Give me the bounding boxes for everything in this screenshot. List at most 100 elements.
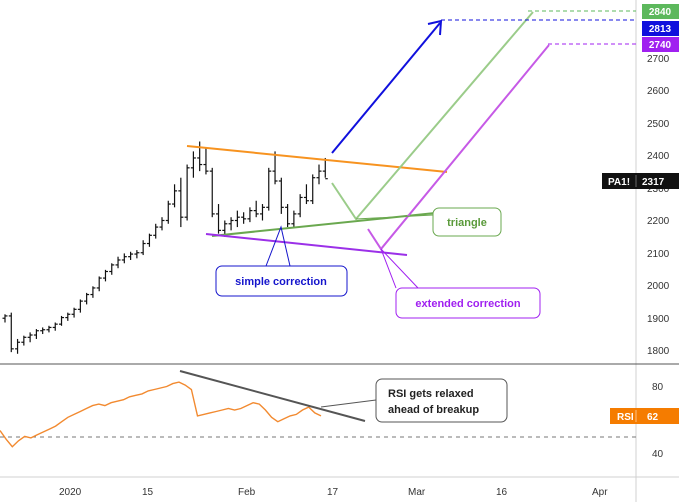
ohlc-bar bbox=[90, 286, 96, 298]
price-badge-2840: 2840 bbox=[642, 4, 679, 19]
y-axis-ticks: 2700 2600 2500 2400 2300 2200 2100 2000 … bbox=[647, 54, 670, 357]
y-tick-label: 2700 bbox=[647, 54, 670, 65]
ohlc-bar bbox=[146, 233, 152, 247]
rsi-callout-line-2: ahead of breakup bbox=[388, 404, 479, 416]
ohlc-bar bbox=[259, 204, 265, 221]
ohlc-bar bbox=[71, 307, 77, 318]
ohlc-bar bbox=[140, 240, 146, 256]
triangle-pointer bbox=[355, 214, 434, 220]
ohlc-bar bbox=[2, 314, 8, 323]
price-badge-2740-text: 2740 bbox=[649, 40, 672, 51]
ohlc-bar bbox=[159, 217, 165, 231]
y-tick-label: 2400 bbox=[647, 151, 670, 162]
ohlc-bar bbox=[291, 210, 297, 228]
ohlc-bar bbox=[172, 184, 178, 208]
ohlc-bar bbox=[165, 200, 171, 224]
y-tick-label: 2600 bbox=[647, 86, 670, 97]
rsi-value: 62 bbox=[647, 412, 659, 423]
rsi-label: RSI bbox=[617, 412, 634, 423]
triangle-callout-box bbox=[432, 207, 502, 237]
ohlc-bars bbox=[2, 141, 328, 354]
y-tick-label: 1800 bbox=[647, 346, 670, 357]
ohlc-bar bbox=[241, 212, 247, 224]
ohlc-bar bbox=[253, 200, 259, 218]
ohlc-bar bbox=[303, 184, 309, 205]
ohlc-bar bbox=[197, 141, 203, 172]
ohlc-bar bbox=[59, 315, 65, 326]
x-axis-labels: 2020 15 Feb 17 Mar 16 Apr bbox=[59, 487, 608, 498]
ohlc-bar bbox=[40, 327, 46, 335]
x-tick-label: Apr bbox=[592, 487, 608, 498]
symbol-label: PA1! bbox=[608, 177, 630, 188]
ohlc-bar bbox=[33, 329, 39, 339]
ohlc-bar bbox=[209, 167, 215, 218]
rsi-line bbox=[0, 381, 322, 448]
y-tick-label: 2200 bbox=[647, 216, 670, 227]
rsi-callout-box bbox=[375, 378, 508, 423]
extended-correction-line bbox=[205, 233, 408, 256]
x-tick-label: 15 bbox=[142, 487, 154, 498]
ohlc-bar bbox=[247, 207, 253, 223]
ohlc-bar bbox=[46, 325, 52, 333]
ohlc-bar bbox=[184, 164, 190, 221]
triangle-callout-text: triangle bbox=[447, 217, 487, 229]
ohlc-bar bbox=[216, 204, 222, 234]
ohlc-bar bbox=[121, 253, 127, 264]
rsi-callout-line-1: RSI gets relaxed bbox=[388, 388, 474, 400]
ohlc-bar bbox=[96, 276, 102, 292]
simple-correction-pointer bbox=[265, 225, 291, 267]
ohlc-bar bbox=[285, 204, 291, 228]
rsi-trend-line bbox=[179, 370, 366, 422]
ohlc-bar bbox=[21, 335, 27, 346]
ohlc-bar bbox=[178, 177, 184, 228]
ohlc-bar bbox=[15, 338, 21, 354]
ohlc-bar bbox=[134, 250, 140, 259]
extended-correction-box bbox=[395, 287, 541, 319]
ohlc-bar bbox=[278, 177, 284, 214]
simple-correction-text: simple correction bbox=[235, 276, 327, 288]
ohlc-bar bbox=[228, 217, 234, 231]
price-badge-2840-text: 2840 bbox=[649, 7, 672, 18]
ohlc-bar bbox=[266, 167, 272, 211]
ohlc-bar bbox=[153, 223, 159, 239]
rsi-y-tick-label: 40 bbox=[652, 449, 664, 460]
ohlc-bar bbox=[190, 151, 196, 178]
triangle-upper-line bbox=[186, 145, 448, 173]
blue-arrow-head bbox=[427, 19, 443, 36]
ohlc-bar bbox=[297, 194, 303, 218]
ohlc-bar bbox=[8, 312, 14, 353]
ohlc-bar bbox=[115, 256, 121, 269]
x-tick-label: Mar bbox=[408, 487, 426, 498]
ohlc-bar bbox=[52, 322, 58, 331]
ohlc-bar bbox=[310, 174, 316, 205]
y-tick-label: 2100 bbox=[647, 249, 670, 260]
y-tick-label: 2000 bbox=[647, 281, 670, 292]
rsi-value-badge: RSI 62 bbox=[610, 408, 679, 424]
ohlc-bar bbox=[203, 148, 209, 175]
price-badge-2740: 2740 bbox=[642, 37, 679, 52]
symbol-price-badge: PA1! 2317 bbox=[602, 173, 679, 189]
ohlc-bar bbox=[234, 210, 240, 228]
extended-correction-text: extended correction bbox=[415, 298, 520, 310]
ohlc-bar bbox=[128, 251, 134, 260]
ohlc-bar bbox=[109, 263, 115, 275]
extended-correction-pointer bbox=[380, 248, 419, 289]
ohlc-bar bbox=[65, 312, 71, 321]
ohlc-bar bbox=[272, 151, 278, 185]
price-badge-2813-text: 2813 bbox=[649, 24, 672, 35]
y-tick-label: 2300 bbox=[647, 184, 670, 195]
ohlc-bar bbox=[84, 292, 90, 305]
x-tick-label: 2020 bbox=[59, 487, 82, 498]
x-tick-label: 16 bbox=[496, 487, 508, 498]
x-tick-label: Feb bbox=[238, 487, 256, 498]
blue-target-arrow bbox=[331, 22, 441, 154]
rsi-callout-pointer bbox=[320, 399, 377, 408]
ohlc-bar bbox=[102, 269, 108, 282]
ohlc-bar bbox=[316, 164, 322, 185]
ohlc-bar bbox=[77, 299, 83, 313]
y-tick-label: 1900 bbox=[647, 314, 670, 325]
rsi-y-tick-label: 80 bbox=[652, 382, 664, 393]
last-price-label: 2317 bbox=[642, 177, 665, 188]
